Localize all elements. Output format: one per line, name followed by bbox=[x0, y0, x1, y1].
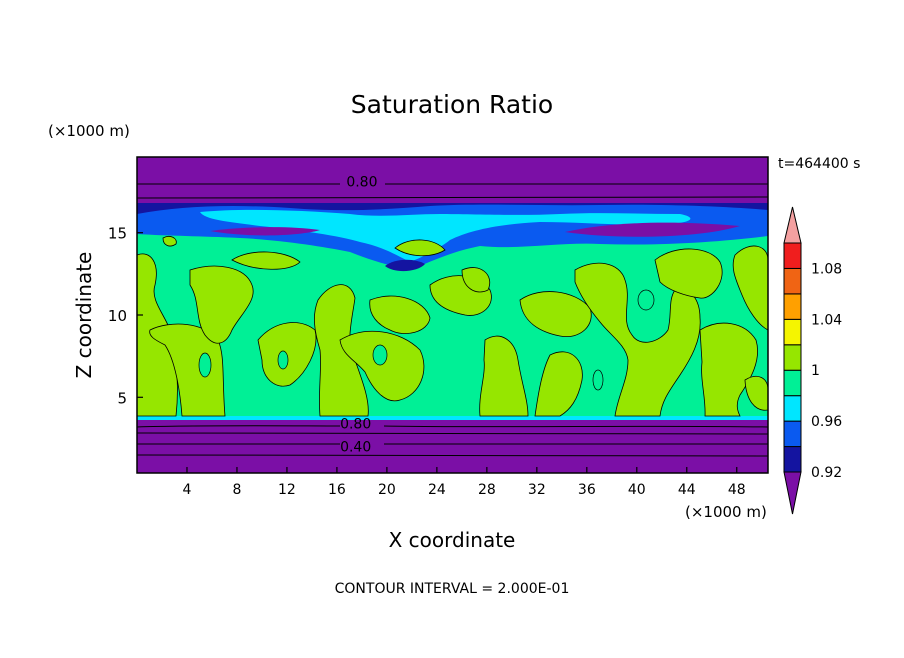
colorbar-max-arrow bbox=[783, 206, 802, 244]
x-axis-label: X coordinate bbox=[389, 528, 516, 552]
contour-line bbox=[137, 432, 768, 435]
contour-line bbox=[137, 196, 768, 199]
colorbar-segment bbox=[783, 395, 802, 422]
stratosphere-band bbox=[137, 157, 768, 208]
lime-patch bbox=[314, 284, 369, 417]
x-tick-label: 20 bbox=[378, 482, 396, 498]
contour-lines bbox=[137, 183, 768, 457]
colorbar-tick-label: 0.96 bbox=[811, 414, 842, 430]
lime-patch bbox=[699, 322, 758, 417]
x-tick-label: 40 bbox=[628, 482, 646, 498]
layer-boundary bbox=[137, 416, 768, 420]
lime-patch bbox=[461, 267, 491, 293]
lime-patch bbox=[574, 262, 701, 417]
lime-patch bbox=[744, 376, 768, 411]
green-hole bbox=[277, 350, 289, 370]
y-tick-label: 15 bbox=[108, 225, 127, 243]
colorbar-tick-label: 1.04 bbox=[811, 312, 842, 328]
plot-area: 0.80 0.80 0.40 bbox=[137, 157, 768, 473]
colorbar-tick-label: 1.08 bbox=[811, 261, 842, 277]
time-label: t=464400 s bbox=[778, 156, 860, 172]
x-tick-label: 36 bbox=[578, 482, 596, 498]
colorbar: 0.92 0.96 1 1.04 1.08 bbox=[783, 206, 842, 515]
lime-patch bbox=[189, 265, 254, 344]
colorbar-segment bbox=[783, 242, 802, 269]
surface-layer bbox=[137, 418, 768, 473]
green-hole bbox=[637, 289, 655, 311]
lime-patch bbox=[732, 245, 768, 331]
colorbar-segment bbox=[783, 344, 802, 371]
colorbar-segment bbox=[783, 293, 802, 320]
lime-patches bbox=[137, 236, 768, 417]
x-tick-label: 12 bbox=[278, 482, 296, 498]
contour-line bbox=[137, 443, 768, 445]
lime-patch bbox=[654, 248, 723, 299]
x-tick-label: 16 bbox=[328, 482, 346, 498]
green-hole bbox=[198, 352, 212, 378]
y-unit-label: (×1000 m) bbox=[48, 122, 130, 140]
green-hole bbox=[592, 369, 604, 391]
x-tick-label: 4 bbox=[183, 482, 192, 498]
lime-patch bbox=[339, 330, 425, 402]
contour-label: 0.40 bbox=[340, 440, 371, 456]
colorbar-segment bbox=[783, 446, 802, 473]
lime-patch bbox=[534, 351, 583, 417]
contour-interval-text: CONTOUR INTERVAL = 2.000E-01 bbox=[335, 581, 570, 597]
colorbar-min-arrow bbox=[783, 471, 802, 515]
contour-label: 0.80 bbox=[346, 175, 377, 191]
colorbar-segment bbox=[783, 369, 802, 397]
y-tick-label: 5 bbox=[117, 389, 127, 407]
colorbar-segment bbox=[783, 420, 802, 448]
x-tick-label: 48 bbox=[728, 482, 746, 498]
y-tick-label: 10 bbox=[108, 307, 127, 325]
colorbar-segment bbox=[783, 318, 802, 346]
upper-cyan-region bbox=[200, 209, 691, 262]
colorbar-tick-label: 1 bbox=[811, 363, 820, 379]
x-tick-label: 24 bbox=[428, 482, 446, 498]
contour-line bbox=[137, 454, 768, 457]
x-tick-label: 32 bbox=[528, 482, 546, 498]
x-tick-label: 8 bbox=[232, 482, 241, 498]
colorbar-segment bbox=[783, 267, 802, 295]
lime-patch bbox=[162, 236, 177, 247]
contour-label: 0.80 bbox=[340, 417, 371, 433]
contour-line bbox=[137, 425, 768, 428]
dry-pocket-left bbox=[210, 227, 320, 236]
colorbar-tick-label: 0.92 bbox=[811, 465, 842, 481]
green-hole bbox=[372, 344, 388, 366]
x-unit-label: (×1000 m) bbox=[685, 503, 767, 521]
lime-patch bbox=[479, 335, 529, 417]
x-tick-label: 28 bbox=[478, 482, 496, 498]
green-holes bbox=[198, 289, 655, 391]
y-axis-label: Z coordinate bbox=[72, 252, 96, 379]
lime-patch bbox=[394, 239, 446, 257]
x-tick-label: 44 bbox=[678, 482, 696, 498]
lime-patch bbox=[519, 291, 592, 338]
lime-patch bbox=[231, 251, 301, 270]
mid-blue-pocket bbox=[385, 259, 425, 272]
chart-title: Saturation Ratio bbox=[351, 90, 553, 119]
dry-pocket-right bbox=[565, 222, 740, 237]
lime-patch bbox=[369, 295, 431, 334]
